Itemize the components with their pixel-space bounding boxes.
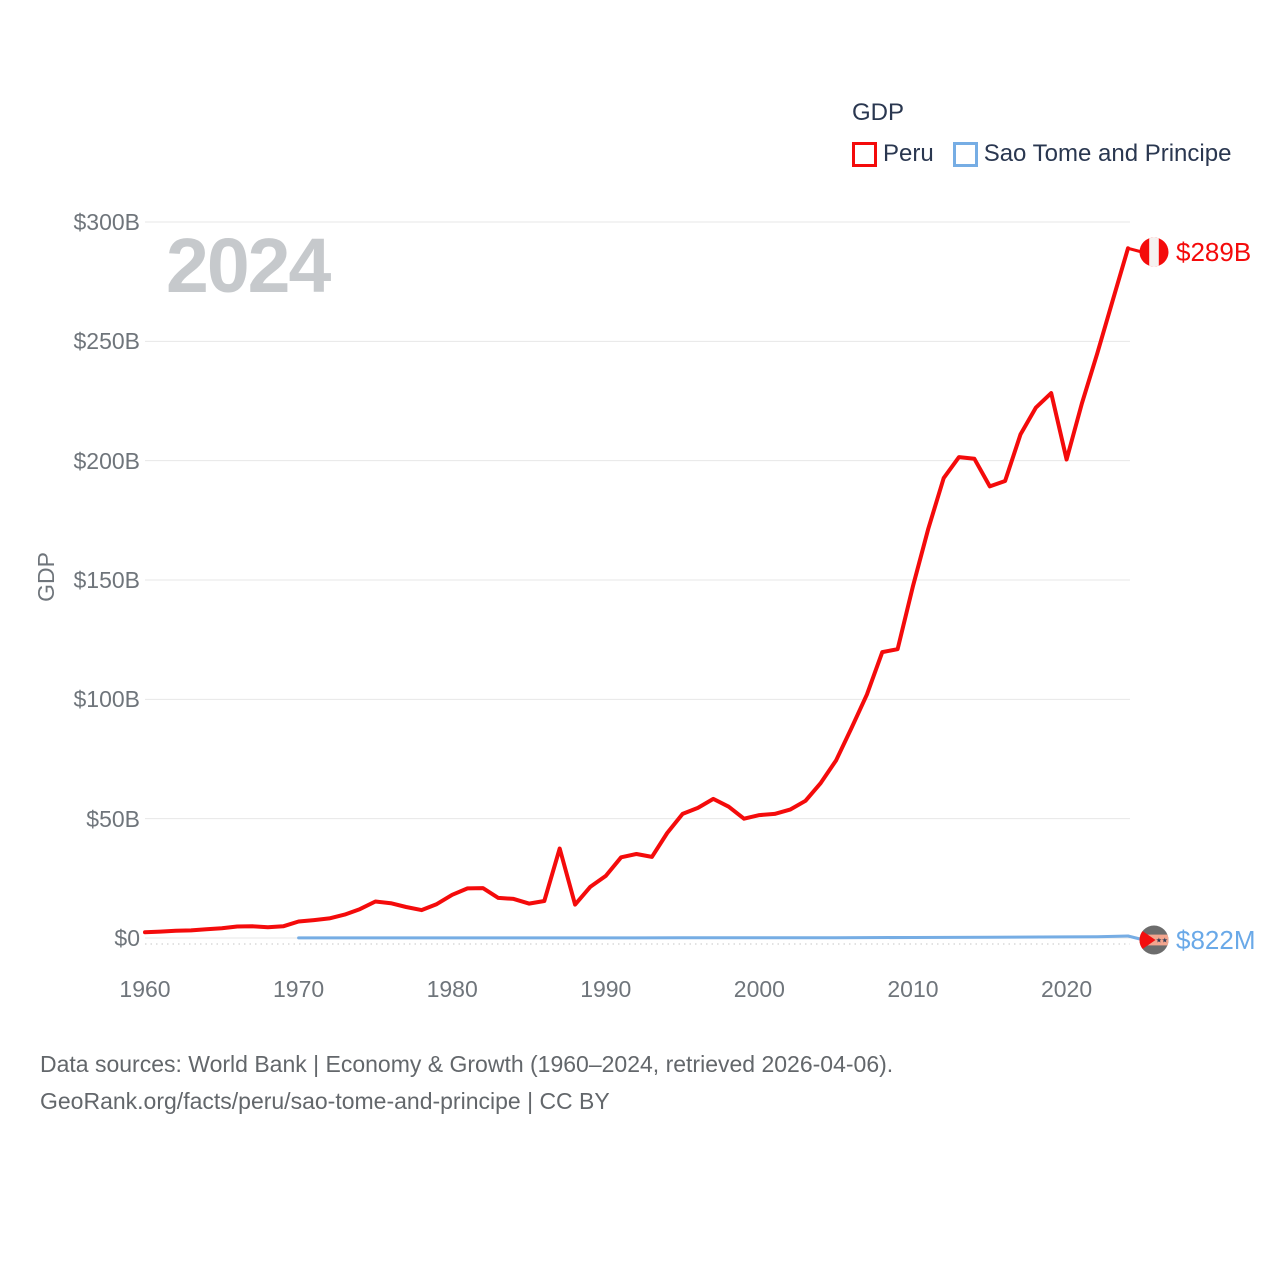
- series-line-peru: [143, 246, 1130, 935]
- peru-flag-icon: [1139, 237, 1169, 267]
- svg-text:★: ★: [1162, 937, 1168, 945]
- y-axis-tick-label: $50B: [86, 805, 140, 832]
- x-axis-tick-label: 1960: [119, 976, 171, 1002]
- legend-item-label: Peru: [883, 140, 934, 167]
- peru-leader-line: [1126, 246, 1142, 253]
- x-axis-tick-label: 1990: [580, 976, 632, 1002]
- gridlines: [145, 221, 1130, 939]
- peru-end-value: $289B: [1176, 237, 1252, 267]
- series-line-sao-tome-and-principe: [297, 934, 1130, 940]
- flag-star-glyphs: ★: [1156, 937, 1162, 945]
- y-axis-tick-label: $200B: [73, 447, 140, 474]
- legend-item-peru[interactable]: Peru: [852, 140, 934, 168]
- legend-item-sao-tome-and-principe[interactable]: Sao Tome and Principe: [952, 140, 1232, 168]
- y-axis-tick-label: $300B: [73, 209, 140, 235]
- x-axis-tick-label: 1980: [426, 976, 478, 1002]
- legend-title: GDP: [852, 99, 905, 126]
- sao-tome-and-principe-flag-icon: ★ ★: [1139, 925, 1169, 955]
- peru-series-swatch-icon: [852, 141, 877, 167]
- x-axis-tick-label: 2010: [887, 976, 939, 1002]
- year-watermark: 2024: [166, 223, 331, 309]
- x-axis-tick-label: 2020: [1040, 976, 1093, 1002]
- footer-data-sources: Data sources: World Bank | Economy & Gro…: [40, 1051, 894, 1077]
- y-axis-tick-label: $150B: [73, 567, 140, 593]
- legend-item-label: Sao Tome and Principe: [983, 140, 1232, 167]
- legend-items: Peru Sao Tome and Principe: [852, 140, 1231, 168]
- peru-end-label: $289B: [1139, 237, 1251, 267]
- series-lines: [143, 246, 1130, 940]
- x-axis-tick-label: 1970: [273, 976, 325, 1002]
- legend: GDP Peru Sao Tome and Principe: [852, 99, 1231, 168]
- sao-tome-end-label: ★ ★ $822M: [1139, 925, 1256, 955]
- x-axis-tick-label: 2000: [733, 976, 785, 1002]
- y-axis-tick-label: $0: [114, 925, 140, 951]
- footer-attribution-url: GeoRank.org/facts/peru/sao-tome-and-prin…: [40, 1088, 610, 1114]
- sao-tome-leader-line: [1126, 934, 1142, 941]
- sao-tome-end-value: $822M: [1176, 925, 1256, 955]
- footer: Data sources: World Bank | Economy & Gro…: [40, 1046, 893, 1120]
- sao-tome-series-swatch-icon: [952, 141, 978, 167]
- y-axis-tick-label: $100B: [73, 686, 140, 713]
- y-axis-tick-label: $250B: [73, 328, 140, 355]
